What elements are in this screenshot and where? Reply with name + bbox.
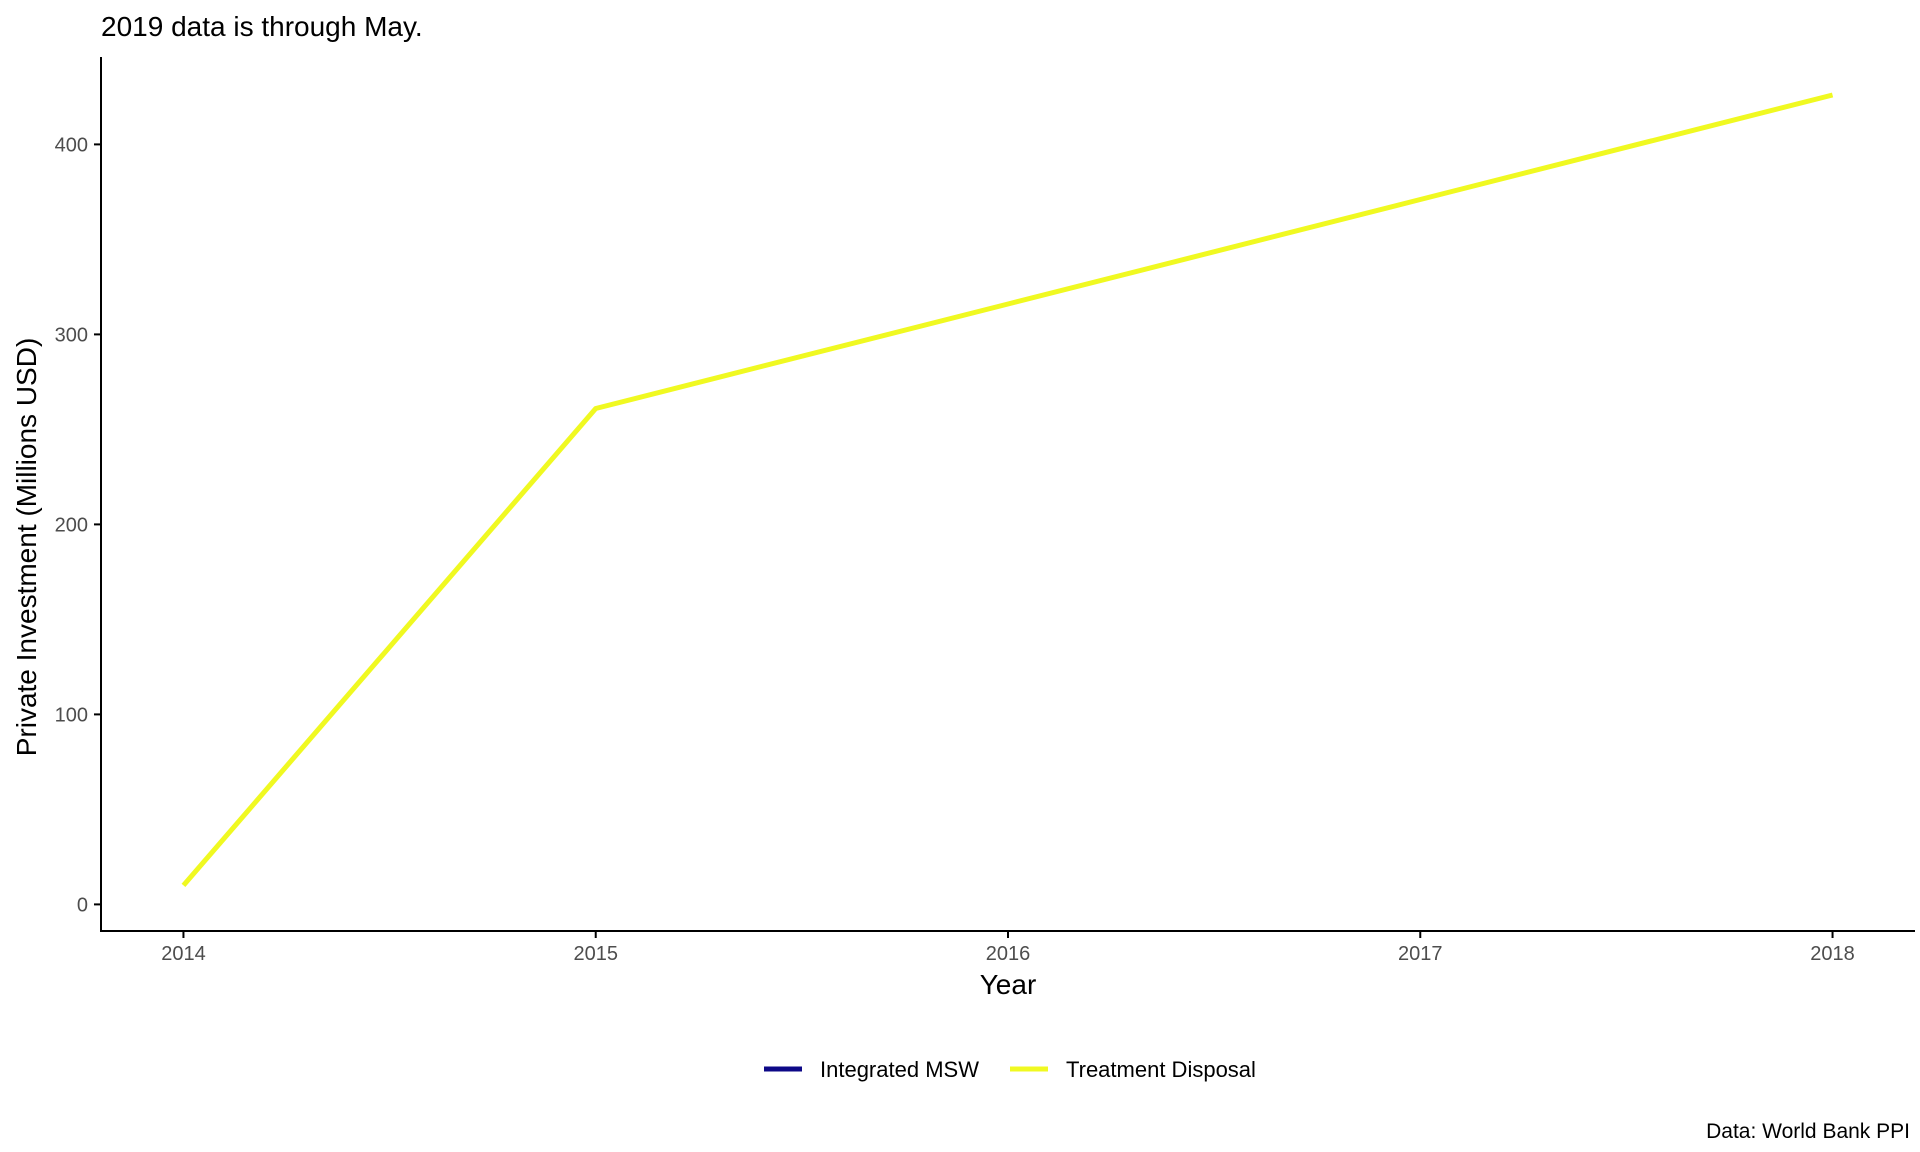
y-tick-label: 300	[55, 324, 88, 346]
y-tick-label: 100	[55, 704, 88, 726]
series-line-treatment-disposal	[181, 92, 1834, 888]
series-lines	[181, 92, 1834, 888]
y-axis-title: Private Investment (Millions USD)	[11, 338, 42, 757]
legend-label-integrated-msw: Integrated MSW	[820, 1057, 979, 1082]
x-tick-label: 2018	[1810, 943, 1855, 965]
legend-label-treatment-disposal: Treatment Disposal	[1066, 1057, 1256, 1082]
chart-subtitle: 2019 data is through May.	[101, 11, 423, 42]
x-tick-label: 2014	[161, 943, 206, 965]
y-axis-ticks: 0 100 200 300 400	[55, 134, 101, 916]
x-axis-ticks: 2014 2015 2016 2017 2018	[161, 931, 1855, 965]
y-tick-label: 400	[55, 134, 88, 156]
legend: Integrated MSW Treatment Disposal	[764, 1057, 1256, 1082]
x-tick-label: 2015	[573, 943, 618, 965]
y-tick-label: 200	[55, 514, 88, 536]
x-tick-label: 2016	[986, 943, 1031, 965]
chart-caption: Data: World Bank PPI	[1706, 1120, 1910, 1143]
x-axis-title: Year	[980, 969, 1037, 1000]
y-tick-label: 0	[77, 894, 88, 916]
x-tick-label: 2017	[1398, 943, 1443, 965]
